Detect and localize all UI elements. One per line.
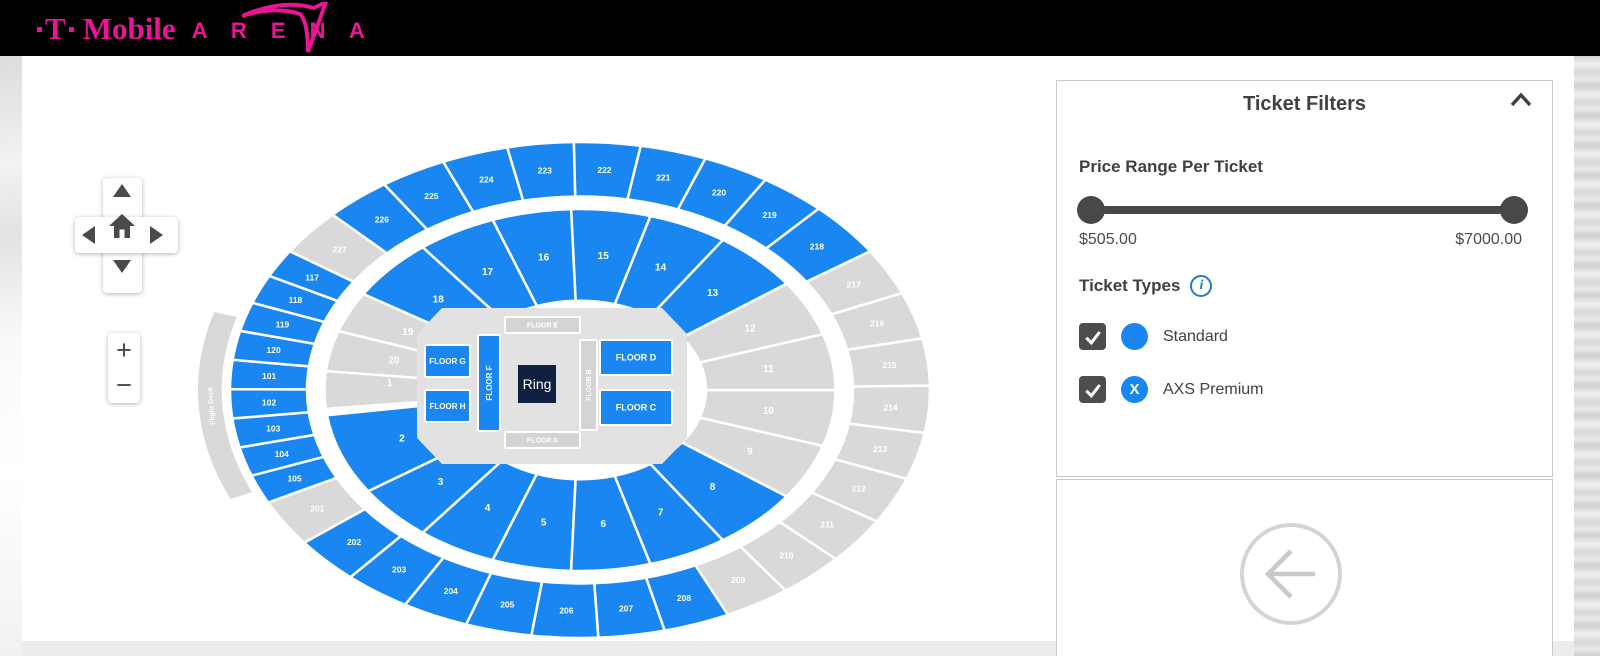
section-7[interactable]	[613, 462, 725, 566]
floor-e	[504, 316, 581, 334]
section-4[interactable]	[420, 458, 539, 562]
floor-d[interactable]	[599, 339, 673, 376]
pan-down-arrow-icon[interactable]	[113, 260, 131, 273]
collapse-filters-button[interactable]	[1508, 91, 1534, 112]
header: T Mobile A R E N A	[0, 0, 1600, 56]
floor-a	[504, 431, 581, 449]
logo-t: T	[45, 11, 66, 46]
checkmark-icon	[1084, 383, 1101, 398]
chevron-up-icon	[1510, 92, 1532, 107]
section-6[interactable]	[569, 474, 653, 573]
standard-dot-icon	[1121, 323, 1148, 350]
price-range-label: Price Range Per Ticket	[1079, 157, 1263, 176]
background-photo-right	[1574, 56, 1600, 656]
ring-stage	[518, 365, 556, 403]
section-5[interactable]	[490, 472, 577, 573]
ticket-types-header: Ticket Types i	[1079, 275, 1522, 297]
section-15[interactable]	[569, 207, 653, 306]
pan-right-arrow-icon[interactable]	[150, 226, 163, 244]
price-max-handle[interactable]	[1500, 196, 1528, 224]
zoom-control: + −	[108, 333, 140, 403]
price-min-handle[interactable]	[1077, 196, 1105, 224]
standard-checkbox[interactable]	[1079, 323, 1106, 350]
logo-dot-right	[68, 26, 74, 32]
logo-swoosh-icon	[242, 2, 329, 53]
panel-title: Ticket Filters	[1242, 93, 1367, 115]
ticket-types-block: Ticket Types i Standard X	[1057, 249, 1552, 403]
ticket-type-row-axs-premium: X AXS Premium	[1079, 376, 1522, 403]
pan-up-arrow-icon[interactable]	[113, 184, 131, 197]
info-icon[interactable]: i	[1190, 275, 1213, 297]
slider-track[interactable]	[1079, 206, 1522, 214]
price-max-value: $7000.00	[1455, 231, 1522, 248]
logo-arena: A R E N A	[191, 18, 374, 43]
back-button[interactable]	[1239, 522, 1343, 626]
background-photo-left	[0, 56, 22, 656]
axs-logo-icon: X	[1121, 376, 1148, 403]
section-117[interactable]	[267, 249, 356, 303]
back-arrow-icon	[1240, 523, 1342, 625]
floor-g[interactable]	[424, 344, 471, 378]
back-panel	[1056, 479, 1553, 656]
ring-label: Ring	[523, 376, 552, 392]
axs-premium-checkbox[interactable]	[1079, 376, 1106, 403]
zoom-in-button[interactable]: +	[108, 333, 140, 368]
section-14[interactable]	[613, 214, 725, 318]
floor-b	[579, 339, 598, 431]
section-16[interactable]	[490, 207, 577, 308]
section-flight-deck	[195, 309, 256, 502]
price-labels: $505.00 $7000.00	[1079, 231, 1522, 249]
tmobile-arena-logo: T Mobile A R E N A	[34, 7, 374, 51]
checkmark-icon	[1084, 330, 1101, 345]
floor-c[interactable]	[599, 389, 673, 426]
section-102[interactable]	[228, 387, 311, 420]
floor-h[interactable]	[424, 389, 471, 423]
price-range-block: Price Range Per Ticket $505.00 $7000.00	[1057, 127, 1552, 249]
ticket-type-row-standard: Standard	[1079, 323, 1522, 350]
logo-dot-left	[37, 26, 42, 32]
logo-mobile: Mobile	[82, 11, 176, 46]
section-9	[679, 416, 825, 498]
price-range-slider[interactable]	[1077, 195, 1528, 225]
section-11	[698, 332, 837, 392]
floor-f[interactable]	[477, 334, 501, 432]
standard-label: Standard	[1163, 327, 1228, 345]
zoom-out-button[interactable]: −	[108, 368, 140, 403]
axs-premium-label: AXS Premium	[1163, 380, 1264, 398]
price-min-value: $505.00	[1079, 231, 1137, 248]
ticket-types-label: Ticket Types	[1079, 276, 1181, 295]
panel-header: Ticket Filters	[1057, 81, 1552, 127]
ticket-filters-panel: Ticket Filters Price Range Per Ticket $5…	[1056, 80, 1553, 477]
home-icon[interactable]	[108, 213, 136, 244]
pan-left-arrow-icon[interactable]	[82, 226, 95, 244]
section-10	[698, 388, 837, 448]
